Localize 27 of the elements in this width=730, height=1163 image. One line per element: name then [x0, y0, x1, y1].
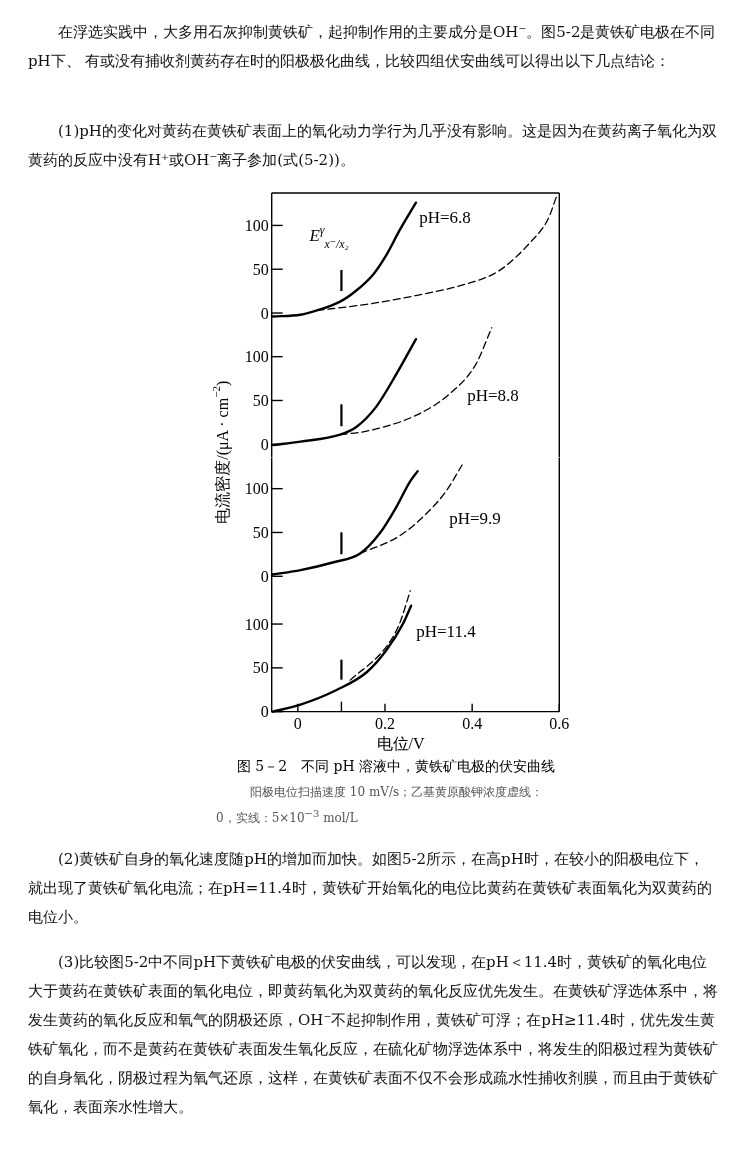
x-tick-label: 0.2: [375, 714, 395, 732]
text: pH=11.4: [416, 622, 477, 642]
x-tick-label: 0.6: [549, 714, 570, 732]
text: (1)pH的变化对黄药在黄铁矿表面上的氧化动力学行为几乎没有影响。这是因为在黄药离子氧化为双黄药的反应中没有H⁺或OH⁻离子参加(式(5-2))。: [28, 121, 718, 171]
y-tick-label: 100: [244, 216, 269, 234]
x-axis-title: 电位/V: [376, 734, 425, 752]
text: pH=9.9: [449, 508, 501, 528]
caption: 图 5－2 不同 pH 溶液中，黄铁矿电极的伏安曲线: [235, 757, 557, 776]
x-tick-label: 0.4: [462, 714, 483, 732]
y-tick-label: 0: [260, 703, 269, 721]
y-tick-label: 50: [252, 260, 269, 278]
text: 在浮选实践中，大多用石灰抑制黄铁矿，起抑制作用的主要成分是OH⁻。图5-2是黄铁矿电极在不同pH下、 有或没有捕收剂黄药存在时的阳极极化曲线，比较四组伏安曲线可以得出以下几点结论：: [28, 22, 717, 72]
text: pH=6.8: [419, 207, 471, 227]
y-tick-label: 0: [260, 304, 269, 322]
x-tick-label: 0: [293, 714, 302, 732]
y-tick-label: 100: [244, 348, 269, 366]
text: pH=8.8: [467, 386, 519, 406]
y-tick-label: 100: [244, 615, 269, 633]
y-tick-label: 50: [252, 659, 269, 677]
y-tick-label: 50: [252, 523, 269, 541]
y-tick-label: 100: [244, 479, 269, 497]
y-tick-label: 0: [260, 435, 269, 453]
y-tick-label: 50: [252, 392, 269, 410]
text: (3)比较图5-2中不同pH下黄铁矿电极的伏安曲线，可以发现，在pH＜11.4时，黄铁矿的氧化电位大于黄药在黄铁矿表面的氧化电位，即黄药氧化为双黄药的氧化反应优先发生。在黄铁矿浮选体系中，将发生黄药的氧化反应和氧气的阴极还原，OH⁻不起抑制作用，黄铁矿可浮；在pH≥11.4时，优先发生黄铁矿氧化，而不是黄药在黄铁矿表面发生氧化反应，在硫化矿物浮选体系中，将发生的阳极过程为黄铁矿的自身氧化，阴极过程为氧气还原，这样，在黄铁矿表面不仅不会形成疏水性捕收剂膜，而且由于黄铁矿氧化，表面亲水性增大。: [28, 952, 718, 1118]
text: 阳极电位扫描速度 10 mV/s；乙基黄原酸钾浓度虚线：0，实线：5×10$^{−3}$ mol/L: [216, 784, 545, 827]
y-tick-label: 0: [260, 567, 269, 585]
text: (2)黄铁矿自身的氧化速度随pH的增加而加快。如图5-2所示，在高pH时，在较小的阳极电位下，就出现了黄铁矿氧化电流；在pH=11.4时，黄铁矿开始氧化的电位比黄药在黄铁矿表面氧化为双黄药的电位小。: [28, 849, 713, 928]
